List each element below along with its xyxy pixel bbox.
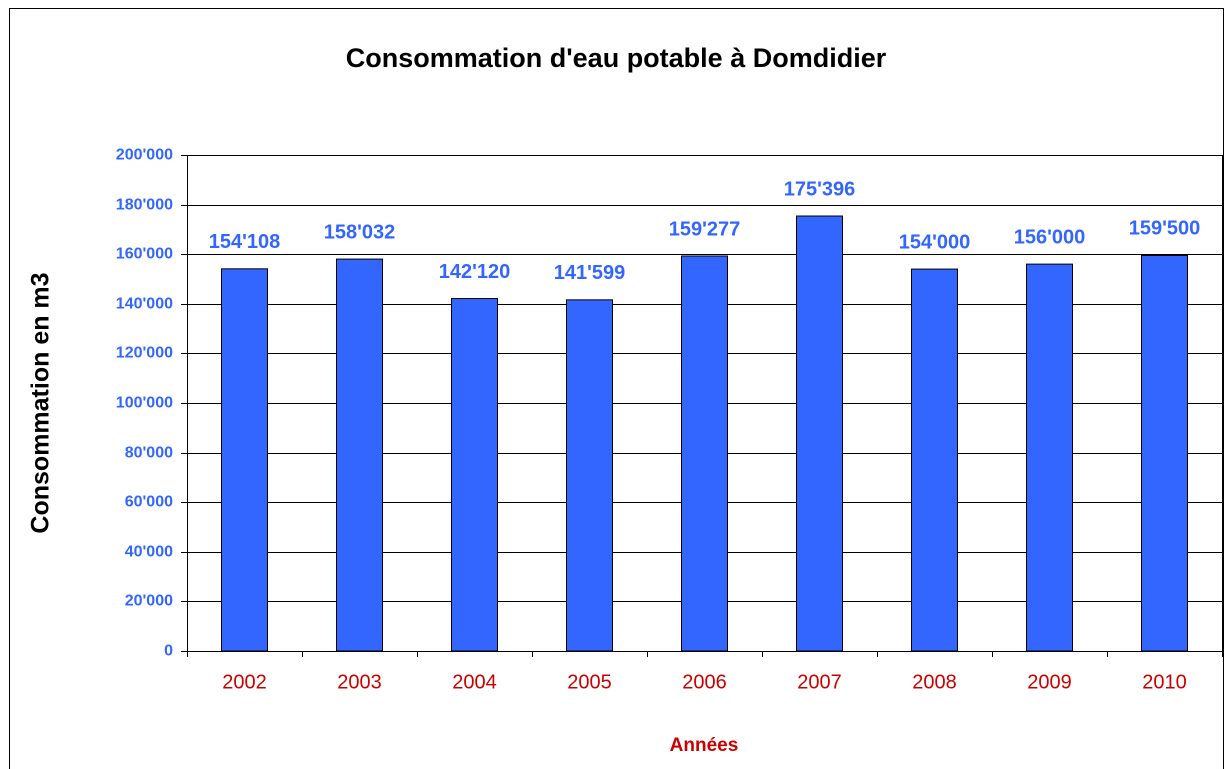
chart-title: Consommation d'eau potable à Domdidier (346, 43, 887, 73)
y-tick-label: 200'000 (116, 147, 173, 164)
data-label: 159'500 (1129, 218, 1201, 240)
y-tick-label: 40'000 (125, 544, 173, 561)
x-tick-label: 2010 (1142, 671, 1187, 693)
y-axis-label: Consommation en m3 (27, 272, 55, 533)
data-label: 142'120 (439, 261, 511, 283)
data-label: 141'599 (554, 262, 626, 284)
y-tick-label: 160'000 (116, 246, 173, 263)
x-tick-label: 2004 (452, 671, 497, 693)
y-tick-label: 140'000 (116, 296, 173, 313)
x-tick-label: 2005 (567, 671, 612, 693)
bar (681, 255, 728, 652)
y-tick-label: 100'000 (116, 395, 173, 412)
data-label: 154'108 (209, 231, 281, 253)
data-label: 158'032 (324, 221, 396, 243)
x-tick-label: 2006 (682, 671, 727, 693)
data-label: 156'000 (1014, 226, 1086, 248)
data-label: 175'396 (784, 178, 856, 200)
bar (221, 268, 268, 652)
x-tick-label: 2003 (337, 671, 382, 693)
data-label: 159'277 (669, 218, 741, 240)
bar (566, 299, 613, 652)
bar (1141, 254, 1188, 652)
x-tick-label: 2002 (222, 671, 267, 693)
x-tick-label: 2007 (797, 671, 842, 693)
bar (1026, 263, 1073, 652)
bar (336, 258, 383, 652)
y-tick-label: 0 (164, 643, 173, 660)
y-tick-label: 80'000 (125, 445, 173, 462)
data-label: 154'000 (899, 231, 971, 253)
bar (796, 215, 843, 652)
bar (911, 268, 958, 652)
chart-border (9, 8, 1224, 769)
x-tick-label: 2009 (1027, 671, 1072, 693)
y-tick-label: 120'000 (116, 345, 173, 362)
y-tick-label: 60'000 (125, 494, 173, 511)
x-axis-label: Années (670, 735, 739, 756)
y-tick-label: 180'000 (116, 197, 173, 214)
x-tick-label: 2008 (912, 671, 957, 693)
y-tick-label: 20'000 (125, 593, 173, 610)
bar (451, 298, 498, 652)
